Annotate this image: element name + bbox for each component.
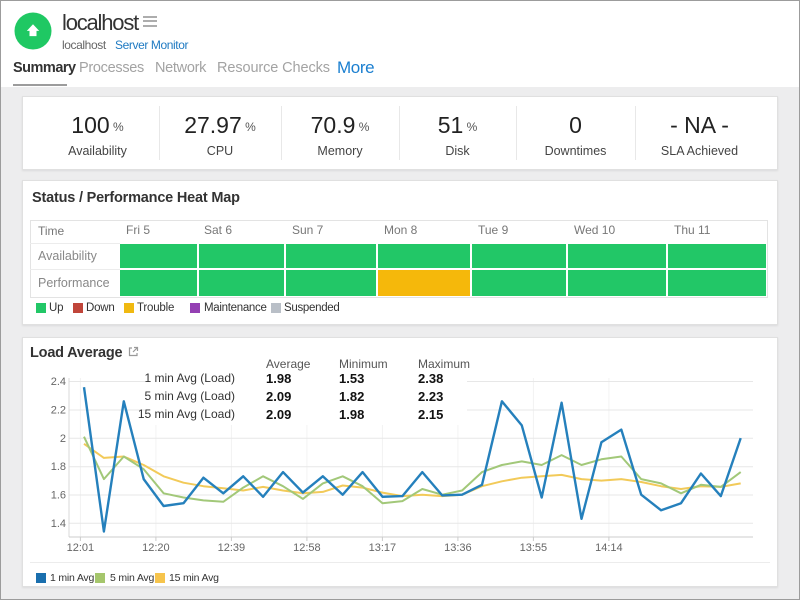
svg-text:12:20: 12:20 — [142, 542, 170, 554]
svg-text:12:58: 12:58 — [293, 542, 321, 554]
svg-text:2.2: 2.2 — [51, 405, 66, 417]
svg-text:14:14: 14:14 — [595, 542, 623, 554]
svg-text:1.8: 1.8 — [51, 461, 66, 473]
svg-text:2: 2 — [60, 433, 66, 445]
svg-text:1.6: 1.6 — [51, 490, 66, 502]
svg-text:12:01: 12:01 — [67, 542, 95, 554]
svg-text:13:36: 13:36 — [444, 542, 472, 554]
svg-text:13:55: 13:55 — [520, 542, 548, 554]
svg-text:13:17: 13:17 — [369, 542, 397, 554]
svg-text:1.4: 1.4 — [51, 518, 66, 530]
svg-text:2.4: 2.4 — [51, 376, 66, 388]
svg-text:12:39: 12:39 — [218, 542, 246, 554]
